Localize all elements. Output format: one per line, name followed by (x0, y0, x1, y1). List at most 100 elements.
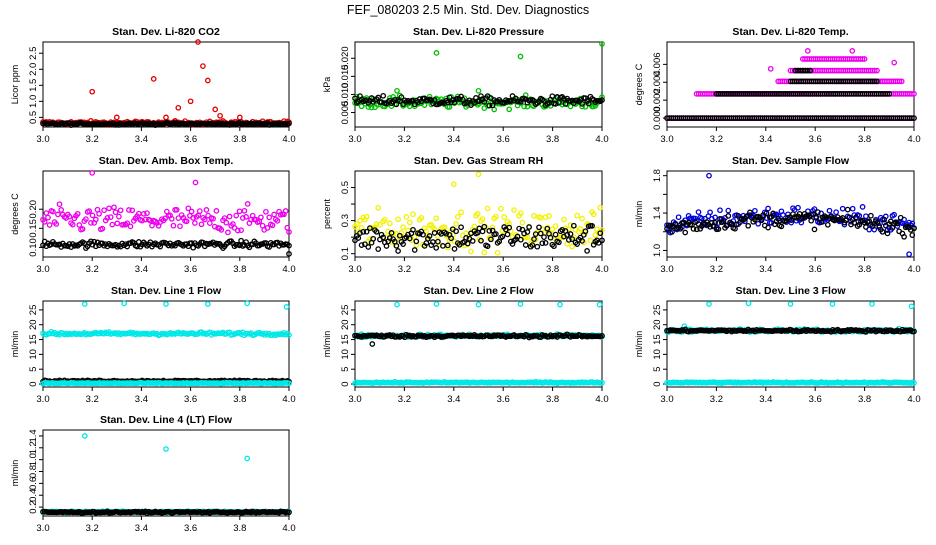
data-point (557, 301, 563, 308)
data-point (363, 213, 370, 220)
data-point (524, 234, 531, 241)
x-tick-label: 3.0 (348, 264, 361, 275)
data-point (394, 301, 400, 308)
data-point (218, 227, 225, 233)
data-point (269, 222, 276, 229)
data-point (479, 216, 486, 222)
data-point (426, 233, 433, 239)
data-point (775, 215, 781, 222)
data-point (818, 219, 825, 226)
data-point (396, 232, 403, 239)
data-point (271, 211, 277, 218)
data-point (453, 221, 459, 227)
data-point (170, 222, 177, 229)
data-point (677, 225, 684, 232)
data-point (441, 224, 448, 231)
data-point (552, 231, 559, 238)
data-point (448, 235, 454, 242)
data-point (466, 97, 473, 104)
x-tick-label: 3.4 (447, 134, 460, 145)
data-point (690, 226, 697, 232)
data-point (788, 219, 795, 226)
data-point (474, 211, 481, 217)
data-point (411, 233, 418, 240)
x-tick-label: 4.0 (907, 134, 920, 145)
data-point (43, 210, 50, 216)
data-point (418, 214, 425, 221)
data-point (192, 179, 199, 186)
data-point (911, 380, 917, 386)
data-point (574, 212, 580, 219)
data-point (177, 223, 183, 230)
data-point (486, 102, 493, 109)
plot-frame (666, 41, 915, 128)
y-tick-label: 0 (340, 381, 351, 386)
x-tick-label: 3.2 (710, 394, 723, 405)
y-tick-label: 0.8 (28, 465, 39, 478)
data-point (504, 231, 511, 238)
x-tick-label: 3.6 (497, 134, 510, 145)
data-point (723, 223, 730, 229)
data-point (355, 235, 362, 241)
data-point (114, 220, 121, 227)
data-point (112, 209, 119, 216)
series-magenta (40, 170, 292, 236)
y-tick-label: 0.5 (340, 181, 351, 194)
series-cyan (664, 300, 917, 387)
data-point (433, 245, 440, 251)
panel-10: Stan. Dev. Line 4 (LT) Flow 3.0 3.2 3.4 3.6 3… (10, 414, 296, 534)
data-point (375, 94, 382, 101)
data-point (509, 93, 516, 99)
data-point (398, 94, 405, 100)
y-tick-label: 10 (340, 349, 351, 360)
data-point (213, 208, 220, 214)
data-point (804, 48, 811, 54)
data-point (507, 98, 514, 105)
data-point (570, 222, 577, 229)
data-point (536, 224, 542, 231)
data-point (869, 301, 875, 307)
data-point (599, 237, 605, 244)
data-point (444, 242, 451, 249)
data-point (853, 214, 859, 221)
data-point (198, 221, 205, 228)
panel-title: Stan. Dev. Li-820 Pressure (413, 26, 544, 38)
y-tick-label: 0.015 (340, 64, 351, 88)
x-tick-label: 3.8 (233, 264, 246, 275)
data-point (811, 226, 818, 233)
data-point (720, 218, 727, 225)
x-tick-label: 3.4 (759, 134, 772, 145)
data-point (45, 214, 51, 221)
data-point (667, 222, 674, 229)
data-point (358, 242, 365, 248)
data-point (584, 248, 590, 254)
data-point (891, 211, 897, 218)
series-red (40, 39, 292, 128)
data-point (238, 227, 244, 234)
data-point (778, 223, 785, 230)
data-point (506, 221, 513, 227)
data-point (369, 341, 376, 347)
panel-8: Stan. Dev. Line 2 Flow 3.0 3.2 3.4 3.6 3.8 4.0… (322, 285, 609, 405)
data-point (599, 380, 605, 386)
x-tick-label: 3.4 (759, 394, 772, 405)
data-point (124, 220, 131, 227)
data-point (168, 215, 175, 222)
figure-title: FEF_080203 2.5 Min. Std. Dev. Diagnostic… (347, 3, 589, 17)
data-point (826, 207, 833, 214)
data-point (486, 228, 493, 234)
plot-frame (42, 429, 290, 517)
y-tick-label: 20 (652, 319, 663, 330)
data-point (494, 249, 501, 256)
y-tick-label: 1.0 (28, 453, 39, 466)
series-black (40, 119, 292, 128)
x-tick-label: 3.6 (184, 523, 197, 534)
data-point (258, 214, 264, 221)
data-point (546, 213, 552, 219)
data-point (126, 207, 132, 213)
data-point (286, 120, 292, 127)
data-point (192, 220, 198, 226)
plot-frame (354, 41, 603, 128)
data-point (839, 205, 846, 212)
y-tick-label: 1.4 (28, 429, 39, 442)
